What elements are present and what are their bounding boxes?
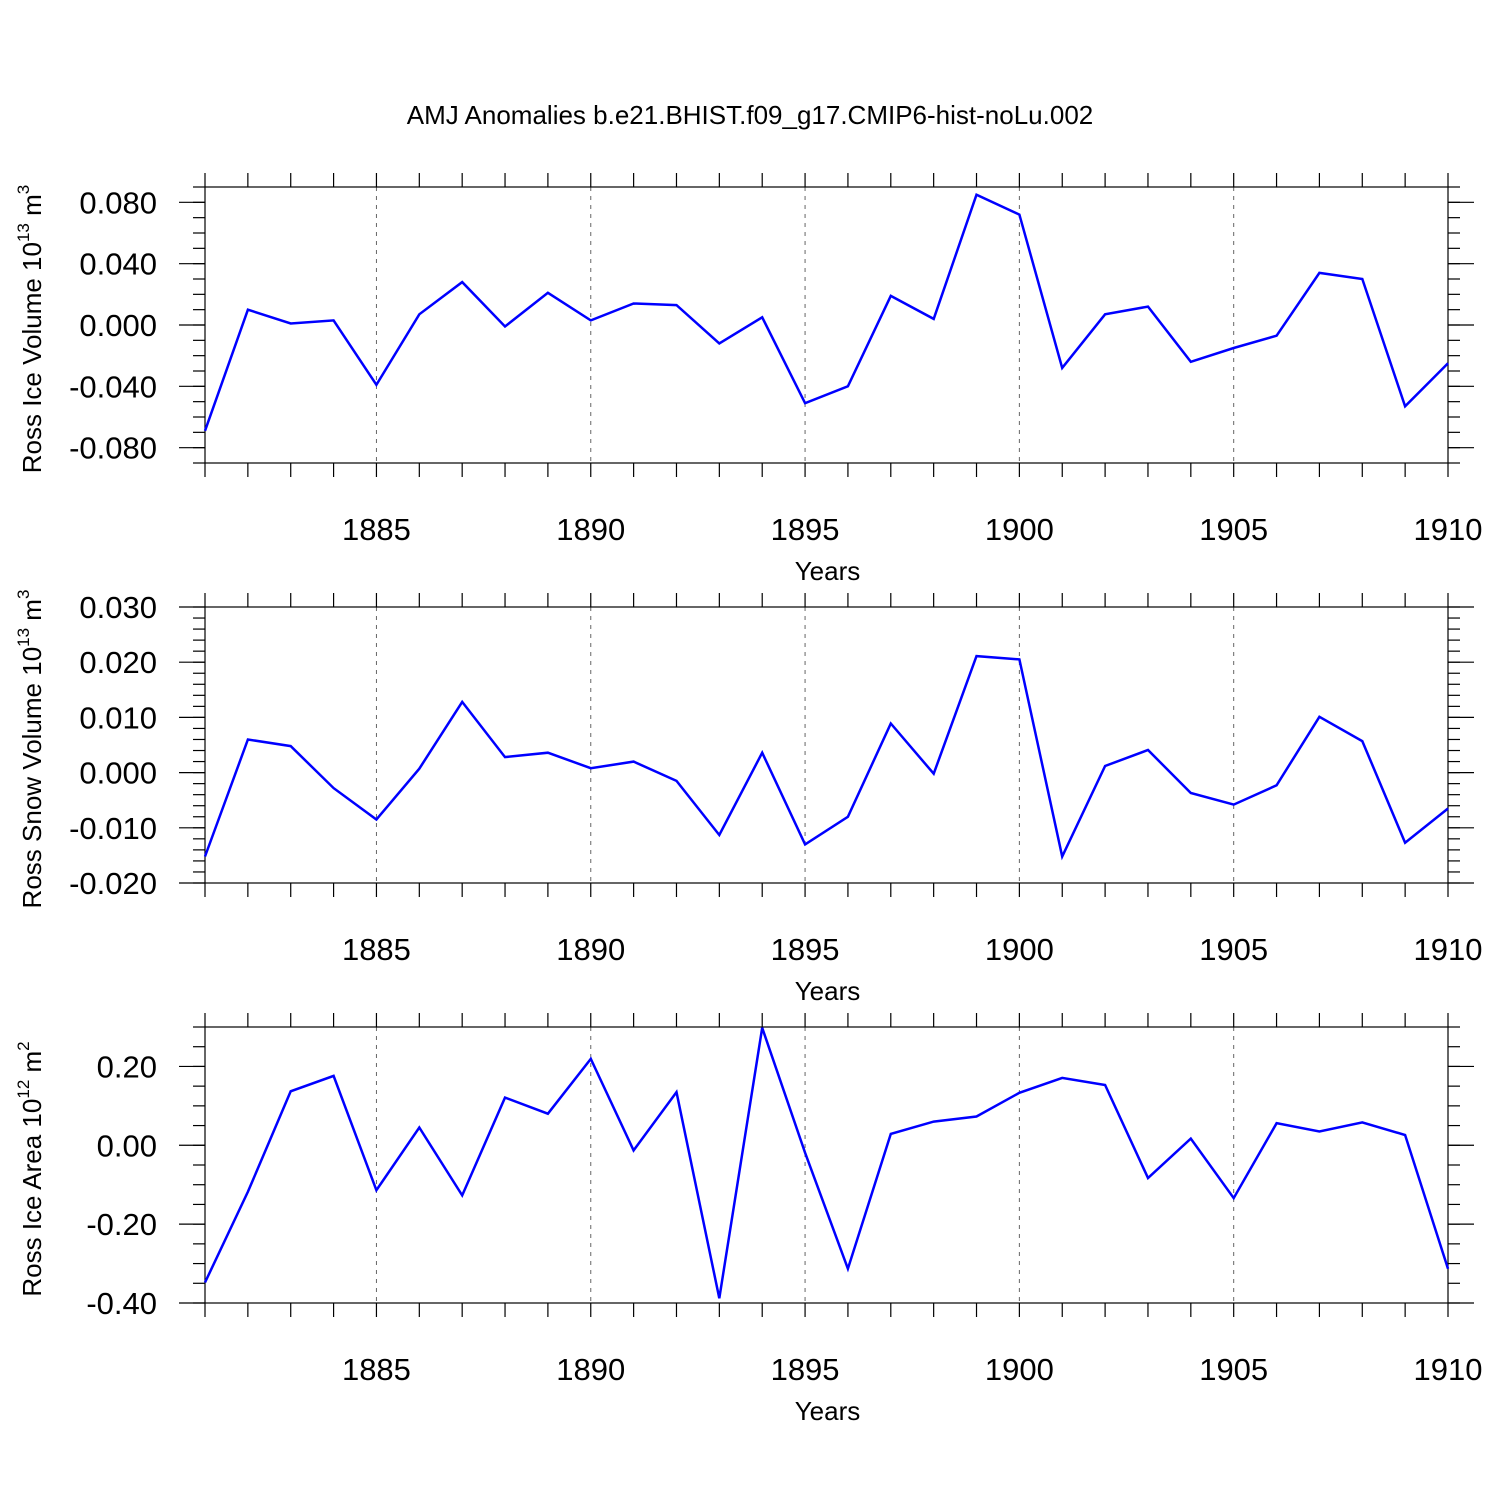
x-tick-label: 1895 bbox=[771, 1352, 840, 1387]
x-tick-label: 1900 bbox=[985, 512, 1054, 547]
y-tick-label: -0.40 bbox=[86, 1286, 157, 1321]
chart-title: AMJ Anomalies b.e21.BHIST.f09_g17.CMIP6-… bbox=[407, 100, 1094, 130]
x-tick-label: 1900 bbox=[985, 1352, 1054, 1387]
x-tick-label: 1890 bbox=[556, 512, 625, 547]
y-tick-label: 0.020 bbox=[79, 645, 157, 680]
y-tick-label: 0.00 bbox=[97, 1128, 157, 1163]
x-tick-label: 1905 bbox=[1199, 1352, 1268, 1387]
y-axis-label: Ross Ice Volume 1013 m3 bbox=[14, 185, 47, 474]
series-line bbox=[205, 1028, 1448, 1299]
series-line bbox=[205, 195, 1448, 431]
y-tick-label: 0.000 bbox=[79, 308, 157, 343]
y-axis-unit-exponent: 2 bbox=[14, 1041, 33, 1050]
y-tick-label: 0.010 bbox=[79, 700, 157, 735]
y-axis-label-text: Ross Ice Volume 10 bbox=[17, 242, 47, 473]
x-tick-label: 1910 bbox=[1414, 1352, 1483, 1387]
y-tick-label: 0.080 bbox=[79, 185, 157, 220]
plot-frame bbox=[205, 1027, 1448, 1303]
y-axis-label-text: m bbox=[17, 194, 47, 223]
y-axis-label-text: m bbox=[17, 1051, 47, 1080]
y-axis-label-text: Ross Snow Volume 10 bbox=[17, 647, 47, 909]
x-tick-label: 1905 bbox=[1199, 512, 1268, 547]
x-tick-label: 1895 bbox=[771, 512, 840, 547]
y-tick-label: 0.030 bbox=[79, 590, 157, 625]
x-tick-label: 1885 bbox=[342, 1352, 411, 1387]
x-axis-label: Years bbox=[795, 1396, 861, 1426]
y-tick-label: -0.020 bbox=[69, 866, 157, 901]
y-axis-label-text: m bbox=[17, 599, 47, 628]
x-tick-label: 1910 bbox=[1414, 512, 1483, 547]
plot-frame bbox=[205, 187, 1448, 463]
y-axis-unit-exponent: 12 bbox=[14, 1080, 33, 1099]
y-tick-label: -0.040 bbox=[69, 369, 157, 404]
plot-frame bbox=[205, 607, 1448, 883]
y-axis-label-text: Ross Ice Area 10 bbox=[17, 1099, 47, 1297]
y-tick-label: 0.20 bbox=[97, 1049, 157, 1084]
y-tick-label: 0.040 bbox=[79, 247, 157, 282]
y-tick-label: -0.010 bbox=[69, 811, 157, 846]
panel-2: -0.020 -0.010 0.000 0.010 0.020 0.030 1885 1890… bbox=[14, 590, 1482, 1006]
x-tick-label: 1905 bbox=[1199, 932, 1268, 967]
x-axis-label: Years bbox=[795, 976, 861, 1006]
series-line bbox=[205, 656, 1448, 856]
x-tick-label: 1900 bbox=[985, 932, 1054, 967]
y-tick-label: -0.20 bbox=[86, 1207, 157, 1242]
y-axis-unit-exponent: 13 bbox=[14, 223, 33, 242]
panel-1: -0.080 -0.040 0.000 0.040 0.080 1885 1890 1895 1… bbox=[14, 173, 1482, 586]
y-axis-unit-exponent: 3 bbox=[14, 185, 33, 194]
x-tick-label: 1885 bbox=[342, 512, 411, 547]
panel-3: -0.40 -0.20 0.00 0.20 1885 1890 1895 1900 1905 19… bbox=[14, 1013, 1482, 1426]
y-axis-unit-exponent: 13 bbox=[14, 628, 33, 647]
x-tick-label: 1910 bbox=[1414, 932, 1483, 967]
y-axis-label: Ross Ice Area 1012 m2 bbox=[14, 1041, 47, 1296]
y-tick-label: -0.080 bbox=[69, 431, 157, 466]
x-tick-label: 1890 bbox=[556, 932, 625, 967]
x-tick-label: 1895 bbox=[771, 932, 840, 967]
x-tick-label: 1890 bbox=[556, 1352, 625, 1387]
y-axis-label: Ross Snow Volume 1013 m3 bbox=[14, 590, 47, 909]
y-axis-unit-exponent: 3 bbox=[14, 590, 33, 599]
x-axis-label: Years bbox=[795, 556, 861, 586]
x-tick-label: 1885 bbox=[342, 932, 411, 967]
y-tick-label: 0.000 bbox=[79, 756, 157, 791]
